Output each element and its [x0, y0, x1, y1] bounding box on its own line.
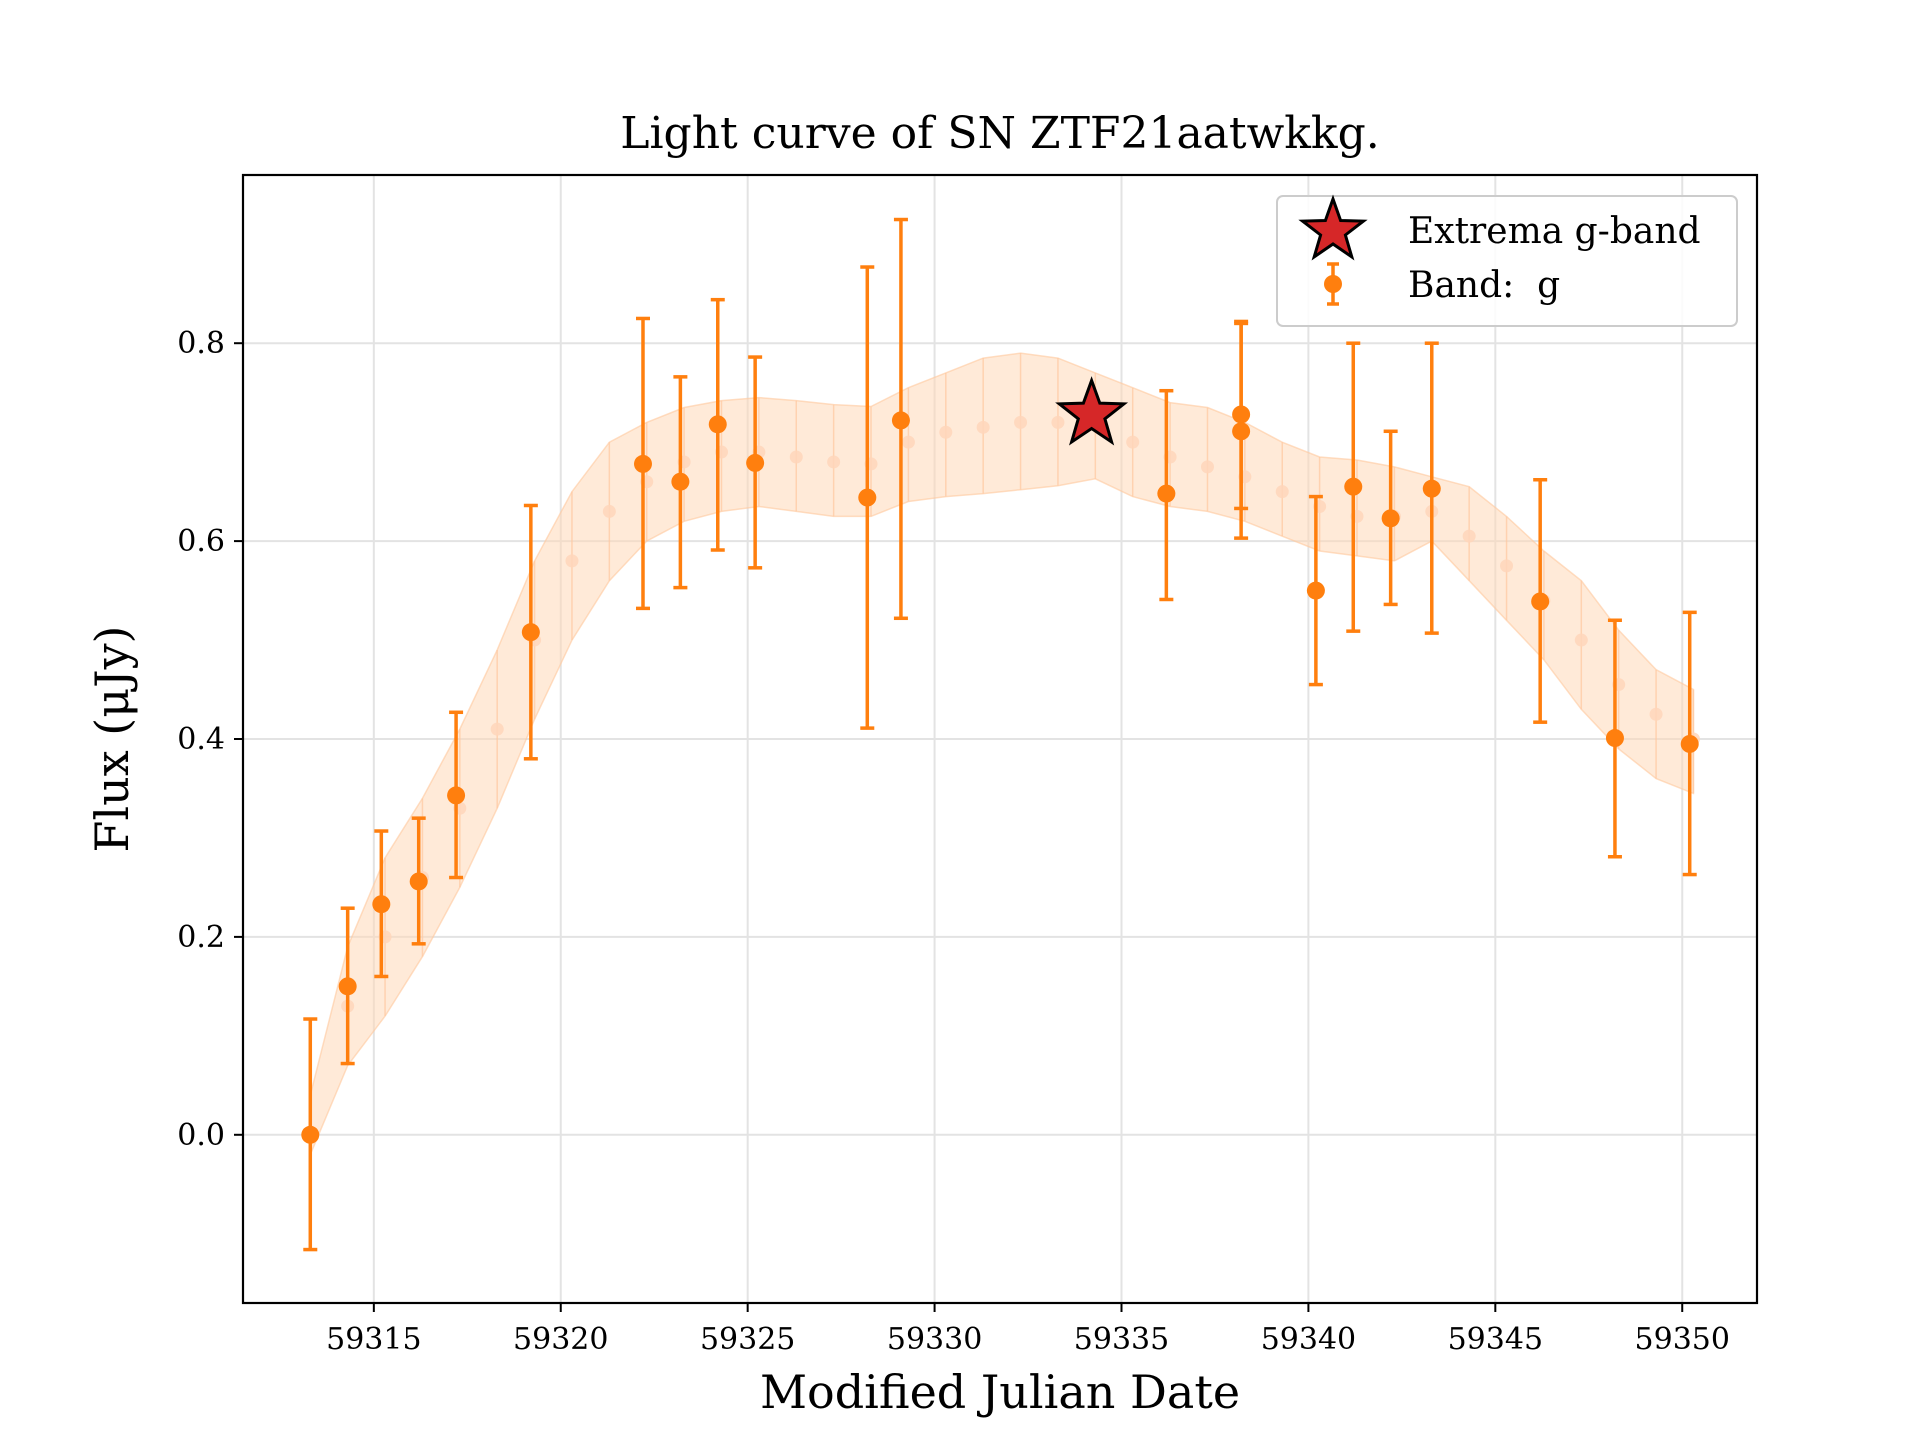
legend-extrema-label: Extrema g-band — [1408, 211, 1701, 252]
model-point — [1574, 633, 1588, 647]
model-point — [1126, 435, 1140, 449]
x-tick-label: 59320 — [513, 1322, 608, 1357]
model-point — [1051, 415, 1065, 429]
data-point — [1157, 484, 1176, 503]
y-tick-label: 0.0 — [177, 1118, 225, 1153]
y-tick-label: 0.4 — [177, 722, 225, 757]
y-tick-label: 0.6 — [177, 524, 225, 559]
x-tick-label: 59315 — [326, 1322, 421, 1357]
data-point — [671, 472, 690, 491]
model-point — [789, 450, 803, 464]
model-point — [827, 455, 841, 469]
legend-band-label: Band: g — [1408, 265, 1560, 306]
x-tick-label: 59325 — [700, 1322, 795, 1357]
x-tick-label: 59335 — [1074, 1322, 1169, 1357]
data-point — [891, 411, 910, 430]
x-tick-label: 59350 — [1635, 1322, 1730, 1357]
data-point — [1306, 581, 1325, 600]
y-axis-ticks: 0.0 0.2 0.4 0.6 0.8 — [177, 326, 243, 1153]
data-point — [338, 977, 357, 996]
legend: Extrema g-band Band: g — [1276, 194, 1738, 327]
x-tick-label: 59345 — [1448, 1322, 1543, 1357]
data-point — [372, 895, 391, 914]
model-point — [565, 554, 579, 568]
model-point — [901, 435, 915, 449]
data-point — [708, 415, 727, 434]
model-point — [1200, 460, 1214, 474]
data-point — [1344, 477, 1363, 496]
model-point — [602, 504, 616, 518]
data-point — [447, 786, 466, 805]
model-uncertainty-band — [309, 352, 1695, 1155]
data-point — [1605, 729, 1624, 748]
data-point — [1531, 592, 1550, 611]
data-point — [1381, 509, 1400, 528]
data-points — [301, 217, 1699, 1252]
data-point — [409, 872, 428, 891]
model-point — [1462, 529, 1476, 543]
y-tick-label: 0.8 — [177, 326, 225, 361]
y-axis-label: Flux (μJy) — [85, 625, 139, 852]
data-point — [1680, 734, 1699, 753]
legend-star-marker — [1298, 194, 1368, 261]
legend-box — [1276, 195, 1738, 327]
model-point — [1275, 485, 1289, 499]
data-point — [633, 454, 652, 473]
data-point — [1422, 479, 1441, 498]
extrema-star-marker — [1055, 376, 1129, 446]
chart-title: Light curve of SN ZTF21aatwkkg. — [620, 108, 1379, 159]
data-point — [301, 1125, 320, 1144]
gp-model-band — [303, 352, 1700, 1155]
model-point — [490, 722, 504, 736]
legend-star-icon — [1298, 194, 1368, 261]
legend-band-marker — [1324, 262, 1342, 306]
data-point — [1232, 422, 1251, 441]
x-axis-ticks: 59315 59320 59325 59330 59335 59340 59345 59350 — [326, 1303, 1730, 1357]
model-point — [1014, 415, 1028, 429]
model-point — [939, 425, 953, 439]
data-point — [746, 453, 765, 472]
data-point — [858, 488, 877, 507]
model-point — [976, 420, 990, 434]
model-point — [1500, 559, 1514, 573]
legend-point-icon — [1324, 275, 1342, 293]
data-point — [521, 623, 540, 642]
model-point — [1649, 707, 1663, 721]
x-axis-label: Modified Julian Date — [760, 1365, 1240, 1419]
x-tick-label: 59330 — [887, 1322, 982, 1357]
y-tick-label: 0.2 — [177, 920, 225, 955]
x-tick-label: 59340 — [1261, 1322, 1356, 1357]
